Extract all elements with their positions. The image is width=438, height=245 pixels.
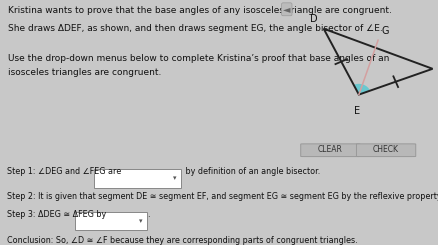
Text: F: F: [436, 62, 438, 72]
Text: Use the drop-down menus below to complete Kristina’s proof that base angles of a: Use the drop-down menus below to complet…: [8, 54, 389, 77]
FancyBboxPatch shape: [356, 144, 415, 157]
Text: by definition of an angle bisector.: by definition of an angle bisector.: [182, 167, 319, 176]
Text: Step 1: ∠DEG and ∠FEG are: Step 1: ∠DEG and ∠FEG are: [7, 167, 120, 176]
Text: CLEAR: CLEAR: [317, 145, 342, 154]
Text: ▾: ▾: [139, 218, 142, 224]
Text: Step 2: It is given that segment DE ≅ segment EF, and segment EG ≅ segment EG by: Step 2: It is given that segment DE ≅ se…: [7, 192, 438, 201]
Text: Kristina wants to prove that the base angles of any isosceles triangle are congr: Kristina wants to prove that the base an…: [8, 6, 391, 15]
Text: Step 3: ΔDEG ≅ ΔFEG by: Step 3: ΔDEG ≅ ΔFEG by: [7, 210, 106, 219]
Text: CHECK: CHECK: [372, 145, 398, 154]
FancyBboxPatch shape: [93, 169, 181, 188]
FancyBboxPatch shape: [74, 212, 147, 230]
Text: D: D: [310, 14, 317, 24]
Text: G: G: [381, 26, 388, 36]
Text: E: E: [353, 106, 360, 116]
Text: Conclusion: So, ∠D ≅ ∠F because they are corresponding parts of congruent triang: Conclusion: So, ∠D ≅ ∠F because they are…: [7, 236, 357, 245]
Text: ▾: ▾: [173, 175, 177, 181]
Text: She draws ΔDEF, as shown, and then draws segment EG, the angle bisector of ∠E.: She draws ΔDEF, as shown, and then draws…: [8, 24, 382, 33]
FancyBboxPatch shape: [300, 144, 359, 157]
Wedge shape: [353, 84, 369, 95]
Text: .: .: [146, 210, 149, 219]
Text: ◄: ◄: [283, 4, 290, 14]
